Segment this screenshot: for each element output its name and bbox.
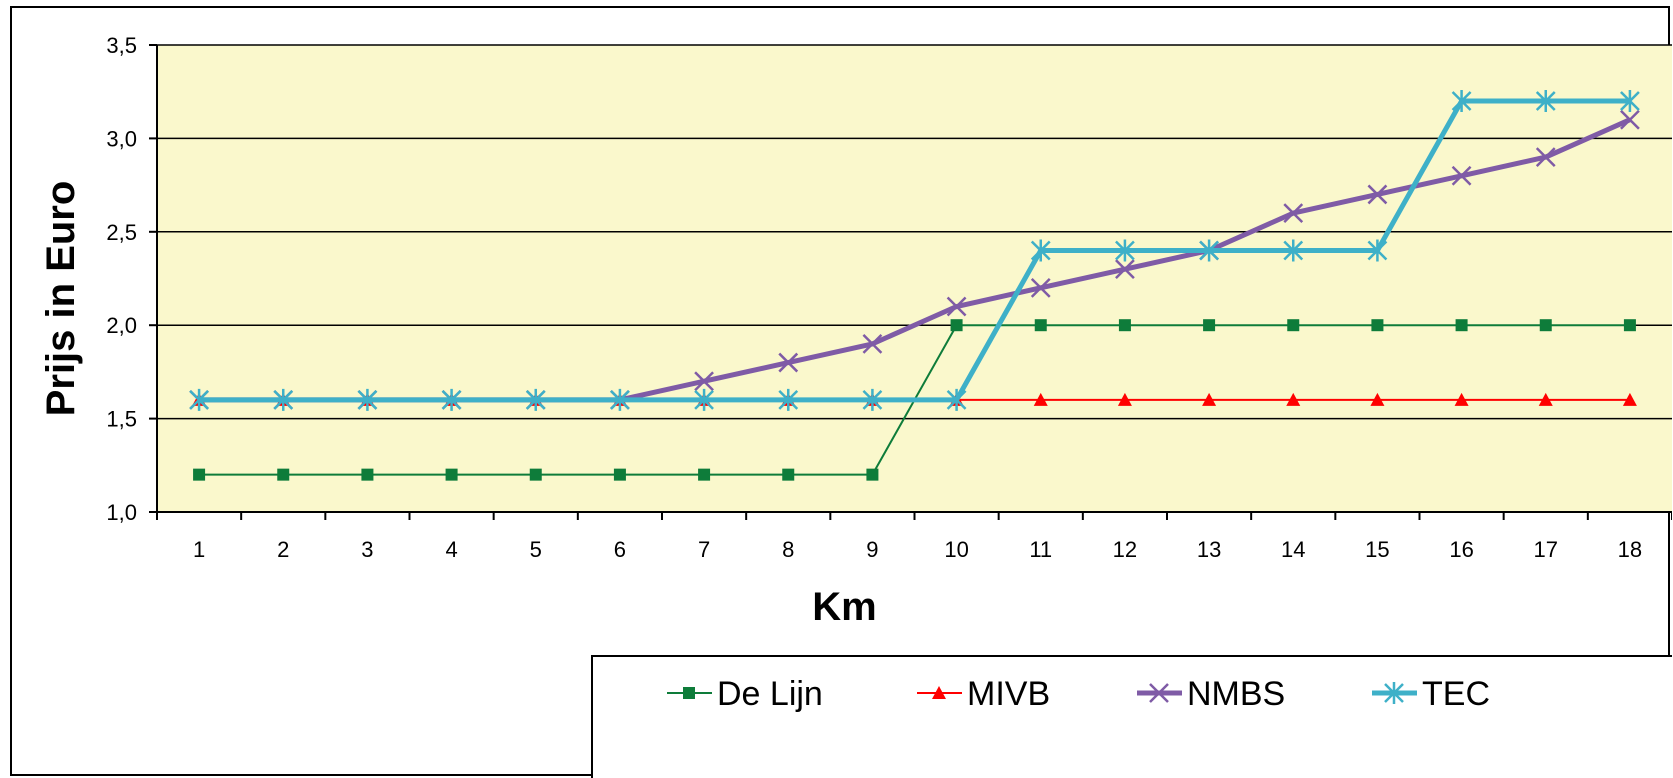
x-tick-label: 11 xyxy=(1029,537,1052,562)
legend-marker-de-lijn xyxy=(683,687,695,699)
data-point-tec xyxy=(694,388,714,411)
x-tick-label: 14 xyxy=(1281,537,1305,562)
y-tick-label: 2,5 xyxy=(106,220,137,245)
legend-label-nmbs: NMBS xyxy=(1187,675,1285,713)
x-tick-label: 13 xyxy=(1197,537,1221,562)
series-line-tec xyxy=(199,98,1630,403)
legend-marker-mivb xyxy=(932,686,946,699)
plot-area-background xyxy=(157,45,1672,512)
legend-entry-tec: TEC xyxy=(1372,675,1490,713)
data-point-tec xyxy=(862,388,883,411)
data-point-de-lijn xyxy=(1539,319,1552,332)
line-chart: 1,01,52,02,53,03,51 2 3 4 5 6 7 8 9 10 11 12 13 14 15 1… xyxy=(39,33,1672,778)
legend-entry-de-lijn: De Lijn xyxy=(667,675,823,713)
data-point-de-lijn xyxy=(1287,319,1300,332)
data-point-tec xyxy=(1451,90,1472,113)
legend: De Lijn MIVB NMBS TEC xyxy=(591,655,1672,778)
data-point-tec xyxy=(1283,239,1304,262)
x-tick-label: 17 xyxy=(1534,537,1558,562)
chart-frame: 1,0 1,5 2,0 2,5 3,0 3,5 1 2 3 4 5 6 7 8 9 10 11 12 13 14 15 1… xyxy=(10,6,1672,778)
data-point-tec xyxy=(189,388,209,411)
x-tick-label: 9 xyxy=(866,537,878,562)
data-point-nmbs xyxy=(862,333,883,354)
legend-box xyxy=(591,655,1672,778)
data-point-de-lijn xyxy=(698,468,711,481)
y-axis-title: Prijs in Euro xyxy=(39,181,83,417)
x-tick-label: 4 xyxy=(445,537,457,562)
x-tick-label: 5 xyxy=(530,537,542,562)
data-point-tec xyxy=(1030,239,1051,262)
data-point-mivb xyxy=(1622,392,1637,406)
data-point-de-lijn xyxy=(1034,319,1047,332)
data-point-de-lijn xyxy=(277,468,290,481)
x-tick-label: 3 xyxy=(361,537,373,562)
legend-marker-nmbs xyxy=(1149,683,1169,703)
data-point-tec xyxy=(441,388,462,411)
data-point-nmbs xyxy=(1283,203,1304,224)
x-tick-label: 7 xyxy=(698,537,710,562)
x-tick-label: 2 xyxy=(277,537,289,562)
x-tick-label: 8 xyxy=(782,537,794,562)
legend-label-de-lijn: De Lijn xyxy=(717,675,823,713)
data-point-nmbs xyxy=(694,371,714,392)
data-point-nmbs xyxy=(1030,277,1051,298)
data-point-de-lijn xyxy=(1203,319,1216,332)
data-point-de-lijn xyxy=(529,468,542,481)
data-point-de-lijn xyxy=(361,468,374,481)
data-point-tec xyxy=(946,388,967,411)
legend-label-mivb: MIVB xyxy=(967,675,1050,713)
data-point-de-lijn xyxy=(1118,319,1131,332)
y-tick-label: 2,0 xyxy=(106,313,137,338)
y-tick-label: 3,5 xyxy=(106,33,137,58)
data-point-mivb xyxy=(1117,392,1132,406)
data-point-de-lijn xyxy=(866,468,879,481)
data-point-tec xyxy=(1620,90,1640,113)
data-point-de-lijn xyxy=(950,319,963,332)
data-point-nmbs xyxy=(778,352,799,373)
legend-entry-mivb: MIVB xyxy=(917,675,1050,713)
x-tick-label: 16 xyxy=(1449,537,1473,562)
y-tick-label: 1,5 xyxy=(106,407,137,432)
data-point-nmbs xyxy=(1620,109,1640,130)
legend-label-tec: TEC xyxy=(1422,675,1490,713)
data-point-mivb xyxy=(1202,392,1217,406)
x-tick-label: 12 xyxy=(1113,537,1137,562)
x-tick-label: 15 xyxy=(1365,537,1389,562)
data-point-de-lijn xyxy=(1455,319,1468,332)
data-point-de-lijn xyxy=(193,468,206,481)
x-tick-label: 1 xyxy=(193,537,205,562)
y-tick-label: 1,0 xyxy=(106,500,137,525)
data-point-mivb xyxy=(1286,392,1301,406)
data-point-tec xyxy=(1115,239,1135,262)
data-point-tec xyxy=(1367,239,1388,262)
data-point-nmbs xyxy=(1535,147,1556,167)
legend-marker-tec xyxy=(1384,682,1404,704)
data-point-tec xyxy=(1199,239,1219,262)
legend-entry-nmbs: NMBS xyxy=(1137,675,1285,713)
data-point-tec xyxy=(778,388,799,411)
data-point-nmbs xyxy=(1115,259,1135,280)
data-point-mivb xyxy=(1538,392,1553,406)
data-point-de-lijn xyxy=(613,468,626,481)
data-point-tec xyxy=(525,388,546,411)
x-tick-label: 18 xyxy=(1618,537,1642,562)
data-point-mivb xyxy=(1033,392,1048,406)
x-tick-label: 10 xyxy=(944,537,968,562)
data-point-de-lijn xyxy=(445,468,458,481)
data-point-tec xyxy=(357,388,378,411)
data-point-tec xyxy=(610,388,630,411)
data-point-tec xyxy=(1535,90,1556,113)
data-point-tec xyxy=(273,388,294,411)
data-point-nmbs xyxy=(1367,184,1388,205)
data-point-de-lijn xyxy=(782,468,795,481)
data-point-nmbs xyxy=(1451,165,1472,186)
x-axis-title: Km xyxy=(812,585,876,629)
y-tick-label: 3,0 xyxy=(106,126,137,151)
data-point-mivb xyxy=(1454,392,1469,406)
data-point-mivb xyxy=(1370,392,1385,406)
data-point-de-lijn xyxy=(1623,319,1636,332)
data-point-nmbs xyxy=(946,296,967,317)
data-point-de-lijn xyxy=(1371,319,1384,332)
x-tick-label: 6 xyxy=(614,537,626,562)
